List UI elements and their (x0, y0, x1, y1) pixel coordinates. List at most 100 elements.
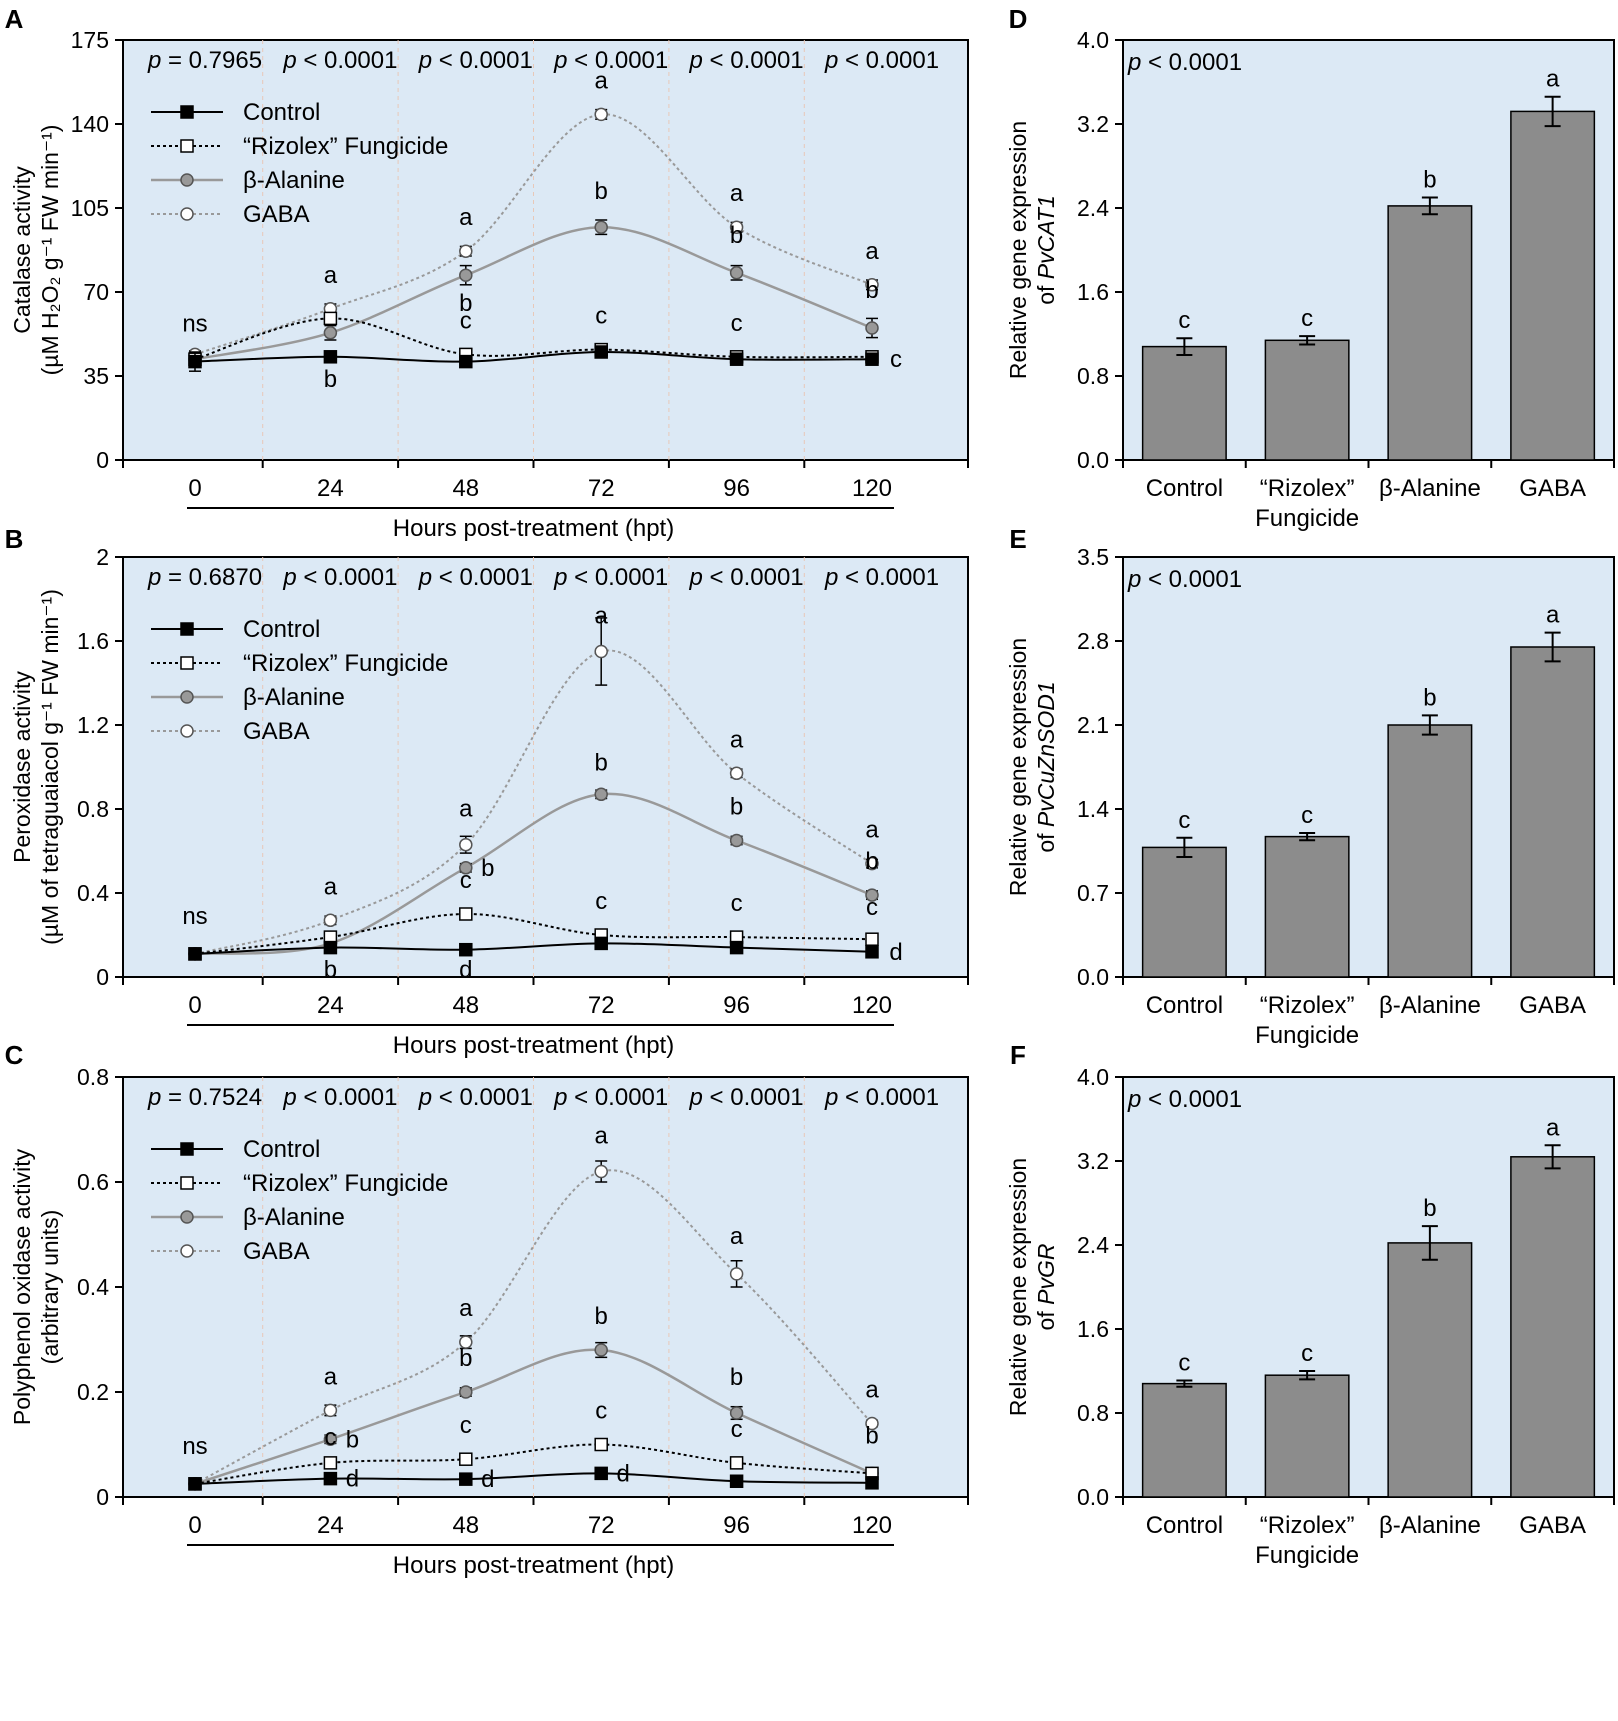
panel-E: E 0.0 0.7 1.4 2.1 2.8 3.5 Relative gene express… (1005, 524, 1615, 1049)
p-value-1: p < 0.0001 (282, 564, 397, 591)
point-control (323, 1471, 338, 1486)
point-gaba (594, 107, 608, 122)
x-axis-title: Hours post-treatment (hpt) (393, 1032, 674, 1059)
y-axis-gene-prefix: of (1033, 1305, 1059, 1331)
x-category-label: β-Alanine (1379, 1512, 1481, 1539)
bar (1387, 724, 1473, 978)
sig-letter: c (731, 310, 743, 337)
p-symbol: p (1127, 49, 1141, 76)
sig-letter: c (731, 890, 743, 917)
bar (1387, 1242, 1473, 1498)
series-line-b-alanine (194, 225, 873, 361)
y-axis-gene: of PvCAT1 (1033, 195, 1059, 305)
p-value-3: p < 0.0001 (553, 1084, 668, 1111)
y-tick-label: 0.8 (77, 796, 109, 822)
sig-letter: c (1301, 1340, 1313, 1367)
point-b-alanine (865, 321, 879, 335)
point-gaba (459, 244, 473, 258)
x-tick-label: 72 (588, 1512, 615, 1539)
x-tick-label: 48 (452, 1512, 479, 1539)
sig-letter: c (890, 346, 902, 373)
x-tick-label: 48 (452, 475, 479, 502)
x-tick-label: 72 (588, 992, 615, 1019)
p-symbol: p (147, 1084, 161, 1111)
sig-letter: a (595, 603, 609, 630)
series-line-control (194, 1472, 873, 1485)
bar (1264, 1374, 1350, 1498)
plot-area (122, 39, 969, 461)
x-category-label: GABA (1519, 1512, 1586, 1539)
p-value-2: p < 0.0001 (418, 47, 533, 74)
x-tick-label: 120 (852, 992, 892, 1019)
point-gaba (459, 837, 473, 852)
p-symbol: p (824, 1084, 838, 1111)
sig-letter: b (324, 366, 337, 393)
x-category-label-line2: Fungicide (1255, 1022, 1359, 1049)
p-value-5: p < 0.0001 (824, 564, 939, 591)
bar (1264, 339, 1350, 461)
legend-marker-gaba (180, 207, 194, 221)
sig-letter: b (459, 290, 472, 317)
p-value-4: p < 0.0001 (689, 1084, 804, 1111)
y-tick-label: 0.2 (77, 1379, 109, 1405)
legend-label-gaba: GABA (243, 1238, 310, 1265)
y-axis-gene-name: PvCuZnSOD1 (1033, 681, 1059, 827)
point-control (323, 940, 338, 955)
legend-label-b-alanine: β-Alanine (243, 1204, 345, 1231)
panel-D: D 0.0 0.8 1.6 2.4 3.2 4.0 Relative gene express… (1005, 4, 1615, 532)
legend-marker-b-alanine (180, 173, 194, 187)
series-line-b-alanine (194, 792, 873, 956)
p-value-1: p < 0.0001 (282, 47, 397, 74)
legend-marker-rizolex (180, 1176, 194, 1190)
y-axis-title: Catalase activity (9, 166, 35, 334)
series-line-rizolex (194, 1443, 873, 1485)
x-category-label: Control (1146, 992, 1223, 1019)
point-gaba (459, 1335, 473, 1349)
point-control (188, 1477, 202, 1491)
y-tick-label: 4.0 (1077, 27, 1109, 53)
x-category-label: GABA (1519, 992, 1586, 1019)
point-gaba (865, 856, 879, 871)
y-axis-gene: of PvCuZnSOD1 (1033, 681, 1059, 852)
y-tick-label: 105 (71, 195, 109, 221)
y-tick-label: 1.6 (77, 628, 109, 654)
bar (1387, 205, 1473, 461)
p-value-3: p < 0.0001 (553, 564, 668, 591)
p-value-2: p < 0.0001 (418, 1084, 533, 1111)
p-symbol: p (689, 564, 703, 591)
p-value-text: = 0.6870 (161, 564, 262, 591)
sig-letter: b (346, 1426, 359, 1453)
y-tick-label: 0.4 (77, 1274, 109, 1300)
y-tick-label: 0.8 (1077, 363, 1109, 389)
p-value-0: p = 0.7524 (147, 1084, 262, 1111)
x-tick-label: 120 (852, 475, 892, 502)
sig-letter: b (595, 178, 608, 205)
sig-letter: b (324, 957, 337, 984)
sig-letter: c (731, 1416, 743, 1443)
point-gaba (865, 278, 879, 292)
y-tick-label: 3.2 (1077, 111, 1109, 137)
x-tick-label: 72 (588, 475, 615, 502)
point-b-alanine (729, 1406, 744, 1420)
p-value-5: p < 0.0001 (824, 1084, 939, 1111)
x-tick-label: 48 (452, 992, 479, 1019)
series-line-control (194, 942, 873, 955)
point-control (188, 354, 202, 369)
legend-label-b-alanine: β-Alanine (243, 167, 345, 194)
point-gaba (594, 1164, 608, 1179)
p-value-text: < 0.0001 (838, 564, 939, 591)
legend-label-b-alanine: β-Alanine (243, 684, 345, 711)
legend-label-gaba: GABA (243, 718, 310, 745)
point-rizolex (729, 1456, 744, 1470)
point-control (594, 1466, 608, 1481)
sig-letter: a (324, 873, 338, 900)
p-value-0: p = 0.7965 (147, 47, 262, 74)
y-tick-label: 175 (71, 27, 109, 53)
x-category-label: Control (1146, 1512, 1223, 1539)
x-tick-label: 24 (317, 475, 344, 502)
p-value-text: < 0.0001 (297, 1084, 398, 1111)
bar (1264, 835, 1350, 978)
p-value-text: < 0.0001 (1141, 566, 1242, 593)
point-b-alanine (459, 1385, 473, 1399)
y-tick-label: 0.8 (77, 1064, 109, 1090)
